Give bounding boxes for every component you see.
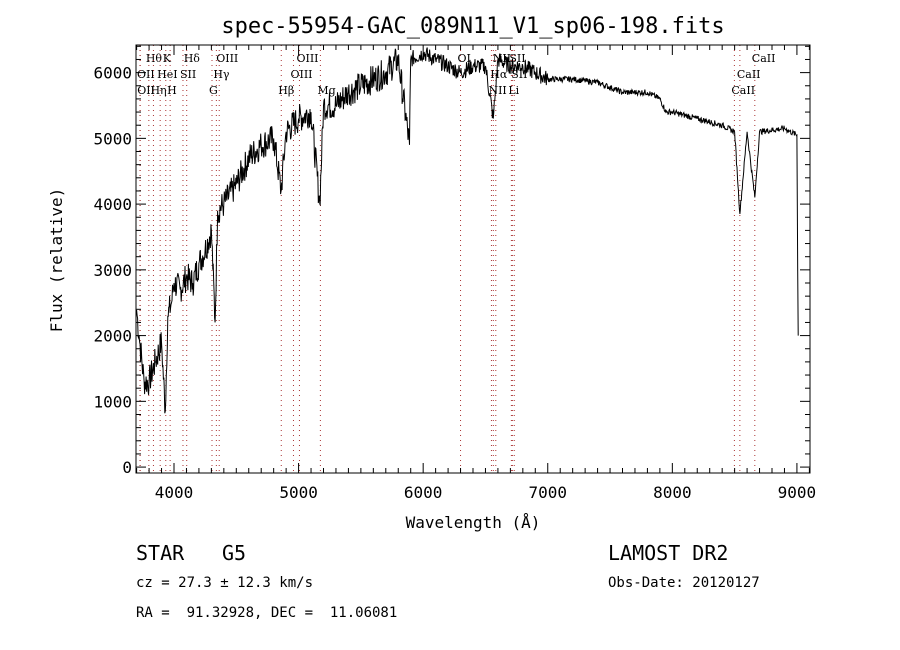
line-marker-label: Hη [150,84,166,97]
line-marker-label: OIII [290,68,312,81]
line-marker-label: OII [137,68,155,81]
line-marker-label: CaII [737,68,761,81]
y-tick-label: 1000 [93,392,132,411]
line-marker-label: Hγ [213,68,230,81]
line-marker-label: Li [508,84,519,97]
line-marker-label: H [167,84,177,97]
x-tick-label: 6000 [404,483,443,502]
line-marker-label: OII [137,84,155,97]
chart-title: spec-55954-GAC_089N11_V1_sp06-198.fits [221,14,724,39]
redshift-cz: cz = 27.3 ± 12.3 km/s [136,575,314,591]
y-tick-label: 6000 [93,64,132,83]
object-subclass: G5 [222,541,247,565]
line-marker-label: CaII [752,52,776,65]
plot-frame [135,44,811,474]
line-marker-label: Hα [490,68,508,81]
y-axis-label: Flux (relative) [47,188,66,333]
line-marker-label: K [163,52,172,65]
x-tick-label: 5000 [279,483,318,502]
line-marker-label: CaII [731,84,755,97]
y-tick-label: 0 [122,458,132,477]
ra-dec: RA = 91.32928, DEC = 11.06081 [136,605,398,621]
line-marker-label: OI [458,52,471,65]
y-tick-label: 4000 [93,195,132,214]
line-marker-label: Hβ [278,84,294,97]
x-tick-label: 9000 [778,483,817,502]
spectrum-line [136,47,799,414]
y-tick-label: 5000 [93,129,132,148]
x-tick-label: 7000 [528,483,567,502]
line-marker-label: OIII [216,52,238,65]
object-class: STAR [136,541,185,565]
x-tick-label: 4000 [155,483,194,502]
y-tick-label: 2000 [93,327,132,346]
line-marker-label: OIII [296,52,318,65]
line-marker-label: G [209,84,218,97]
y-tick-label: 3000 [93,261,132,280]
line-marker-label: Hθ [146,52,163,65]
line-marker-label: Hδ [184,52,201,65]
line-marker-label: HeI [157,68,177,81]
x-tick-label: 8000 [653,483,692,502]
line-marker-label: NII [488,84,506,97]
line-marker-label: Mg [317,84,335,97]
obs-date: Obs-Date: 20120127 [608,575,760,591]
line-marker-label: SII [509,52,525,65]
x-axis-label: Wavelength (Å) [406,513,541,532]
survey-label: LAMOST DR2 [608,541,729,565]
line-marker-label: SII [180,68,196,81]
